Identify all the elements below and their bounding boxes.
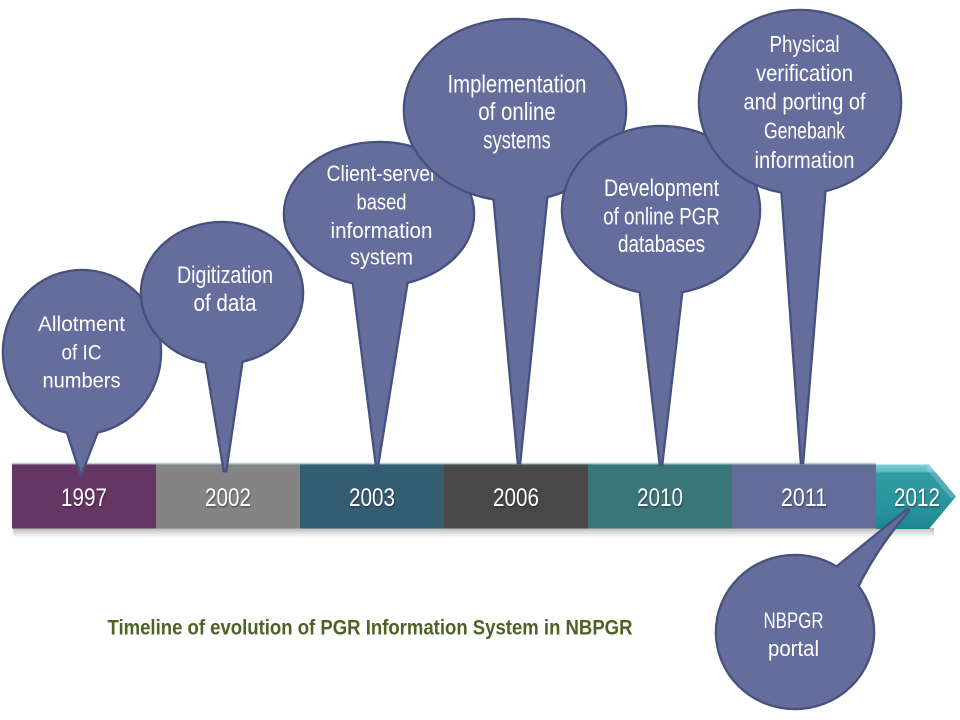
svg-text:system: system: [350, 245, 413, 270]
svg-text:systems: systems: [483, 127, 551, 155]
svg-text:Allotment: Allotment: [38, 312, 125, 336]
svg-text:information: information: [331, 218, 433, 243]
svg-text:2011: 2011: [781, 484, 827, 512]
svg-text:verification: verification: [756, 60, 853, 86]
svg-text:Timeline of evolution of PGR I: Timeline of evolution of PGR Information…: [108, 617, 633, 640]
svg-text:Digitization: Digitization: [177, 262, 273, 289]
svg-text:1997: 1997: [61, 484, 107, 512]
svg-text:2010: 2010: [637, 484, 683, 512]
svg-text:portal: portal: [768, 636, 819, 661]
svg-text:NBPGR: NBPGR: [764, 608, 824, 633]
svg-text:and porting of: and porting of: [744, 89, 867, 115]
svg-text:2006: 2006: [493, 484, 539, 512]
svg-text:Genebank: Genebank: [764, 118, 845, 144]
svg-text:2012: 2012: [894, 484, 940, 512]
svg-text:2003: 2003: [349, 484, 395, 512]
svg-text:2002: 2002: [205, 484, 251, 512]
svg-text:Client-server: Client-server: [327, 161, 437, 186]
svg-text:Implementation: Implementation: [448, 71, 587, 99]
svg-text:information: information: [755, 147, 855, 173]
svg-text:Development: Development: [604, 175, 719, 202]
svg-text:of online: of online: [478, 98, 556, 126]
svg-text:numbers: numbers: [43, 369, 121, 393]
svg-text:of data: of data: [194, 290, 258, 317]
svg-text:based: based: [357, 190, 407, 215]
svg-text:of online PGR: of online PGR: [603, 204, 720, 231]
svg-text:of IC: of IC: [62, 341, 102, 365]
svg-text:databases: databases: [618, 231, 705, 258]
svg-text:Physical: Physical: [770, 31, 840, 57]
